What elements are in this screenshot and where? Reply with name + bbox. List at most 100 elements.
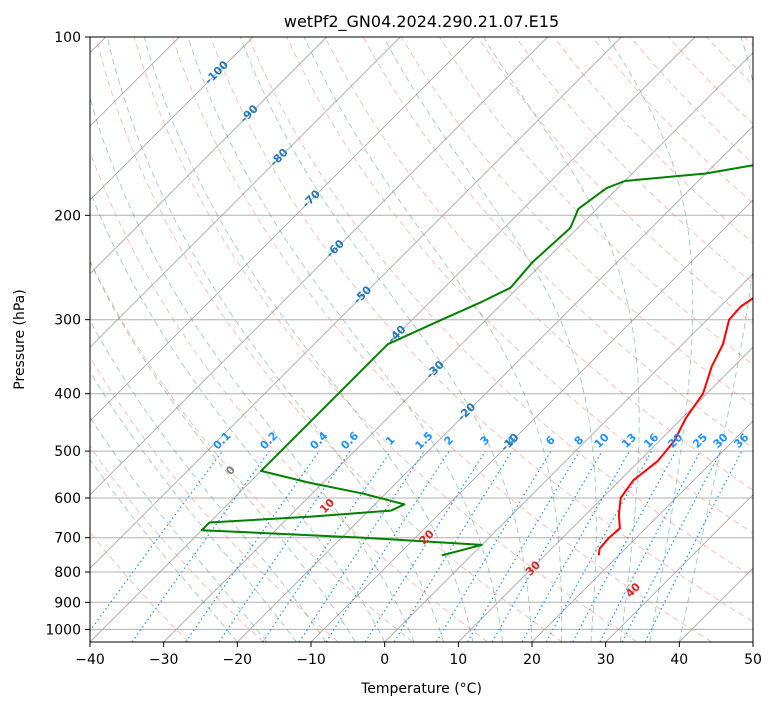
dry-adiabat-line (171, 37, 712, 642)
dry-adiabat-line (744, 37, 753, 47)
x-axis: −40 −30 −20 −10 0 10 20 30 40 50 (75, 642, 762, 668)
isotherm-line (531, 420, 753, 642)
mixing-ratio-line (185, 450, 320, 642)
isotherm-line (90, 37, 622, 569)
mixing-ratio-line (298, 450, 425, 642)
y-tick-label: 900 (54, 595, 81, 611)
isotherm-line (384, 273, 753, 642)
moist-adiabat-line (483, 37, 640, 642)
mixing-ratio-line (644, 450, 743, 642)
temperature-line (597, 297, 753, 556)
isotherm-line (90, 37, 475, 422)
isotherm-label: -20 (455, 400, 478, 423)
plot-frame (89, 36, 754, 643)
mixing-ratio-line (90, 450, 223, 632)
dry-adiabat-line (95, 37, 563, 642)
x-tick-label: 10 (449, 652, 467, 668)
dry-adiabat-line (90, 259, 414, 642)
mixing-ratio-line (262, 450, 392, 642)
isotherm-line (90, 37, 328, 275)
mixing-ratio-line (131, 450, 270, 642)
dry-adiabat-label: 30 (523, 558, 543, 578)
isotherm-label: -40 (385, 322, 408, 345)
mixing-ratio-line (599, 450, 702, 642)
dry-adiabat-line (668, 37, 753, 125)
moist-adiabat-line (383, 37, 597, 642)
background-lines (90, 37, 753, 642)
x-axis-title: Temperature (°C) (360, 681, 482, 697)
moist-adiabat-line (187, 37, 503, 642)
dry-adiabat-line (286, 37, 753, 534)
dry-adiabat-line (515, 37, 753, 284)
isotherm-line (90, 37, 696, 642)
plot-area: -100-90-80-70-60-50-40-30-20-100.1 0.2 0.4… (90, 37, 753, 642)
moist-adiabat-line (678, 37, 753, 642)
mixing-ratio-line (466, 450, 580, 642)
x-tick-label: 50 (744, 652, 762, 668)
isotherm-label: -70 (300, 187, 323, 210)
y-tick-label: 400 (54, 387, 81, 403)
moist-adiabat-line (607, 37, 694, 642)
mixing-ratio-label: 3 (478, 433, 493, 448)
y-axis-title: Pressure (hPa) (12, 289, 28, 389)
isotherm-label: -30 (424, 358, 447, 381)
mixing-ratio-label: 36 (731, 430, 751, 450)
dry-adiabat-line (133, 37, 638, 642)
mixing-ratio-label: 1.5 (413, 429, 436, 452)
moist-adiabat-line (106, 37, 445, 642)
dry-adiabat-line (553, 37, 753, 244)
dry-adiabat-line (324, 37, 753, 491)
y-tick-label: 700 (54, 531, 81, 547)
x-tick-label: −20 (223, 652, 253, 668)
moist-adiabat-line (303, 37, 563, 642)
isotherm-label: -100 (202, 58, 231, 87)
isotherm-line (163, 52, 753, 642)
y-axis: 100 200 300 400 500 600 700 800 900 1000 (45, 30, 90, 638)
dry-adiabat-line (591, 37, 753, 204)
moist-adiabat-line (90, 370, 297, 642)
isotherm-line (678, 567, 753, 642)
mixing-ratio-line (435, 450, 552, 642)
dry-adiabat-line (210, 37, 753, 623)
dry-adiabat-label: 20 (417, 527, 437, 547)
x-tick-label: −30 (149, 652, 179, 668)
dry-adiabat-line (90, 356, 339, 642)
dry-adiabat-line (706, 37, 753, 86)
dry-adiabat-line (90, 531, 190, 642)
x-tick-label: 20 (523, 652, 541, 668)
dry-adiabat-label: 0 (223, 463, 238, 478)
x-tick-label: 40 (670, 652, 688, 668)
isotherm-line (752, 641, 753, 642)
mixing-ratio-label: 0.2 (257, 429, 280, 452)
x-tick-label: −40 (75, 652, 105, 668)
mixing-ratio-label: 0.6 (338, 429, 361, 452)
mixing-ratio-line (521, 450, 631, 642)
sounding-lines (200, 164, 753, 557)
mixing-ratio-label: 6 (543, 433, 558, 448)
x-tick-label: 0 (380, 652, 389, 668)
isotherm-label: -90 (238, 102, 261, 125)
mixing-ratio-label: 10 (592, 430, 612, 450)
isotherm-line (90, 37, 401, 348)
mixing-ratio-line (545, 450, 653, 642)
y-tick-label: 800 (54, 565, 81, 581)
moist-adiabat-line (90, 96, 415, 642)
mixing-ratio-line (364, 450, 486, 642)
moist-adiabat-line (90, 190, 386, 642)
y-tick-label: 500 (54, 444, 81, 460)
y-tick-label: 100 (54, 30, 81, 46)
mixing-ratio-label: 16 (641, 430, 661, 450)
chart-title: wetPf2_GN04.2024.290.21.07.E15 (284, 12, 559, 32)
moist-adiabat-line (90, 416, 268, 642)
y-tick-label: 600 (54, 491, 81, 507)
isotherm-label: -80 (267, 146, 290, 169)
mixing-ratio-line (218, 450, 351, 642)
moist-adiabat-line (90, 260, 356, 642)
mixing-ratio-line (325, 450, 450, 642)
mixing-ratio-line (393, 450, 513, 642)
mixing-ratio-label: 0.4 (307, 429, 330, 452)
dry-adiabat-line (90, 150, 488, 642)
moist-adiabat-line (143, 37, 474, 642)
mixing-ratio-label: 30 (711, 430, 731, 450)
